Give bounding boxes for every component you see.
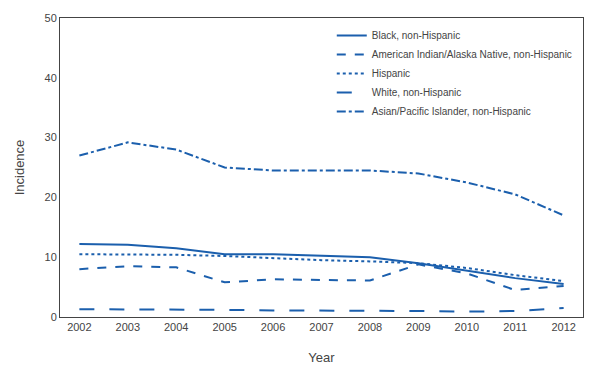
svg-text:American Indian/Alaska Native,: American Indian/Alaska Native, non-Hispa… [372,49,572,60]
svg-text:2011: 2011 [503,321,527,333]
svg-text:40: 40 [45,72,57,84]
svg-text:2003: 2003 [116,321,140,333]
svg-text:Year: Year [308,350,335,365]
svg-text:30: 30 [45,131,57,143]
svg-text:2006: 2006 [261,321,285,333]
svg-text:50: 50 [45,12,57,24]
svg-text:2008: 2008 [358,321,382,333]
svg-text:2002: 2002 [67,321,91,333]
svg-text:2010: 2010 [455,321,479,333]
svg-text:2007: 2007 [309,321,333,333]
svg-text:Asian/Pacific Islander, non-Hi: Asian/Pacific Islander, non-Hispanic [372,106,531,117]
svg-text:10: 10 [45,251,57,263]
svg-text:2012: 2012 [551,321,575,333]
svg-text:White, non-Hispanic: White, non-Hispanic [372,87,461,98]
svg-text:Black, non-Hispanic: Black, non-Hispanic [372,30,460,41]
svg-text:2004: 2004 [164,321,188,333]
svg-text:2009: 2009 [406,321,430,333]
svg-text:0: 0 [51,311,57,323]
svg-text:2005: 2005 [212,321,236,333]
svg-text:20: 20 [45,191,57,203]
svg-text:Hispanic: Hispanic [372,68,410,79]
svg-text:Incidence: Incidence [12,140,27,196]
